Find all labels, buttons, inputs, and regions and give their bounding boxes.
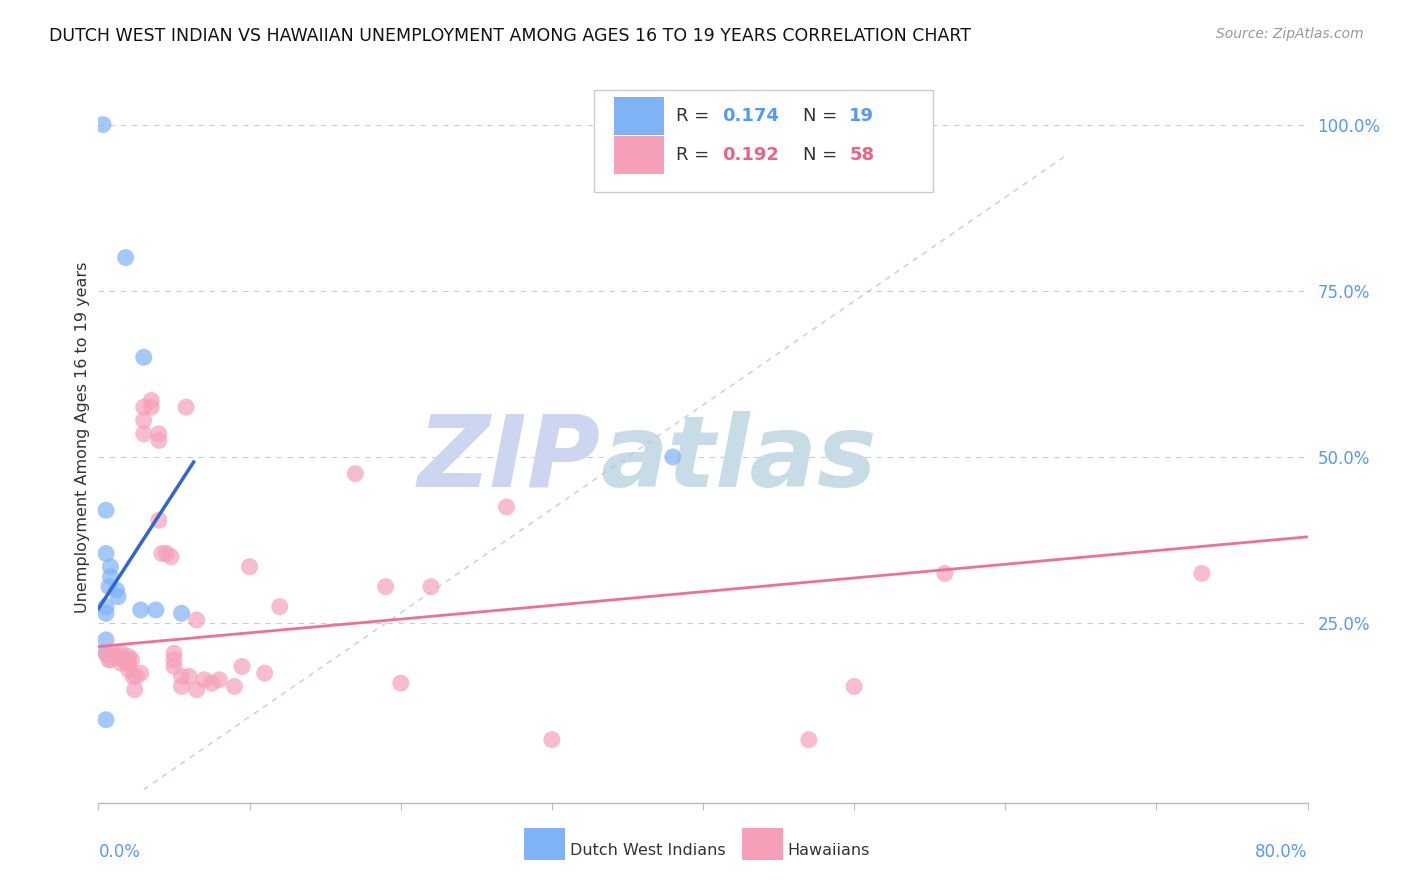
Point <box>186 613 208 627</box>
Point <box>155 546 177 560</box>
Point <box>118 649 141 664</box>
Text: 19: 19 <box>849 107 875 125</box>
Text: R =: R = <box>676 146 716 164</box>
Text: 58: 58 <box>849 146 875 164</box>
Point <box>129 603 152 617</box>
Text: ZIP: ZIP <box>418 410 600 508</box>
Point <box>100 570 122 584</box>
Point <box>103 649 125 664</box>
Point <box>110 656 132 670</box>
Text: atlas: atlas <box>600 410 877 508</box>
Point <box>132 426 155 441</box>
Point <box>170 669 193 683</box>
FancyBboxPatch shape <box>613 97 664 135</box>
Point <box>94 632 117 647</box>
Point <box>124 682 146 697</box>
Point <box>797 732 820 747</box>
Point <box>98 580 121 594</box>
Point <box>148 434 170 448</box>
Point <box>163 653 186 667</box>
Point <box>389 676 412 690</box>
Point <box>540 732 562 747</box>
Text: R =: R = <box>676 107 716 125</box>
Point <box>114 251 136 265</box>
Point <box>100 653 122 667</box>
Point <box>141 393 163 408</box>
Point <box>495 500 517 514</box>
Point <box>231 659 253 673</box>
Point <box>141 400 163 414</box>
Text: N =: N = <box>803 146 844 164</box>
Point <box>94 646 117 660</box>
Point <box>122 669 145 683</box>
Text: 0.174: 0.174 <box>723 107 779 125</box>
Point <box>344 467 367 481</box>
Point <box>107 590 129 604</box>
Point <box>253 666 276 681</box>
Point <box>145 603 167 617</box>
Point <box>170 607 193 621</box>
Point <box>132 351 155 365</box>
Point <box>132 400 155 414</box>
Text: Hawaiians: Hawaiians <box>787 843 870 858</box>
Point <box>224 680 246 694</box>
Point <box>934 566 956 581</box>
Point <box>94 599 117 614</box>
Point <box>103 646 125 660</box>
Text: Source: ZipAtlas.com: Source: ZipAtlas.com <box>1216 27 1364 41</box>
Point <box>179 669 201 683</box>
Point <box>94 607 117 621</box>
Point <box>420 580 443 594</box>
Point <box>661 450 683 464</box>
Point <box>160 549 183 564</box>
Point <box>163 659 186 673</box>
Text: Dutch West Indians: Dutch West Indians <box>569 843 725 858</box>
Point <box>111 653 134 667</box>
Text: 0.0%: 0.0% <box>98 843 141 861</box>
Point <box>118 663 141 677</box>
Point <box>115 656 138 670</box>
Point <box>91 118 114 132</box>
Point <box>129 666 152 681</box>
Text: N =: N = <box>803 107 844 125</box>
FancyBboxPatch shape <box>595 90 932 192</box>
FancyBboxPatch shape <box>613 136 664 174</box>
Point <box>118 656 141 670</box>
Point <box>132 413 155 427</box>
Point <box>98 653 121 667</box>
Y-axis label: Unemployment Among Ages 16 to 19 years: Unemployment Among Ages 16 to 19 years <box>75 261 90 613</box>
Point <box>374 580 396 594</box>
Point <box>844 680 866 694</box>
Point <box>100 559 122 574</box>
Text: DUTCH WEST INDIAN VS HAWAIIAN UNEMPLOYMENT AMONG AGES 16 TO 19 YEARS CORRELATION: DUTCH WEST INDIAN VS HAWAIIAN UNEMPLOYME… <box>49 27 972 45</box>
Text: 80.0%: 80.0% <box>1256 843 1308 861</box>
Point <box>114 653 136 667</box>
Point <box>170 680 193 694</box>
Point <box>105 582 128 597</box>
Point <box>148 513 170 527</box>
Point <box>94 713 117 727</box>
Point <box>94 646 117 660</box>
Point <box>269 599 291 614</box>
Point <box>1191 566 1213 581</box>
Point <box>148 426 170 441</box>
Point <box>201 676 224 690</box>
Point <box>105 649 128 664</box>
Point <box>150 546 173 560</box>
Point <box>121 653 143 667</box>
Text: 0.192: 0.192 <box>723 146 779 164</box>
Point <box>239 559 262 574</box>
Point <box>186 682 208 697</box>
FancyBboxPatch shape <box>742 828 783 860</box>
Point <box>94 503 117 517</box>
Point <box>208 673 231 687</box>
Point <box>174 400 197 414</box>
Point <box>193 673 215 687</box>
Point <box>94 546 117 560</box>
Point <box>110 646 132 660</box>
Point <box>125 669 148 683</box>
Point <box>163 646 186 660</box>
FancyBboxPatch shape <box>524 828 565 860</box>
Point <box>108 649 131 664</box>
